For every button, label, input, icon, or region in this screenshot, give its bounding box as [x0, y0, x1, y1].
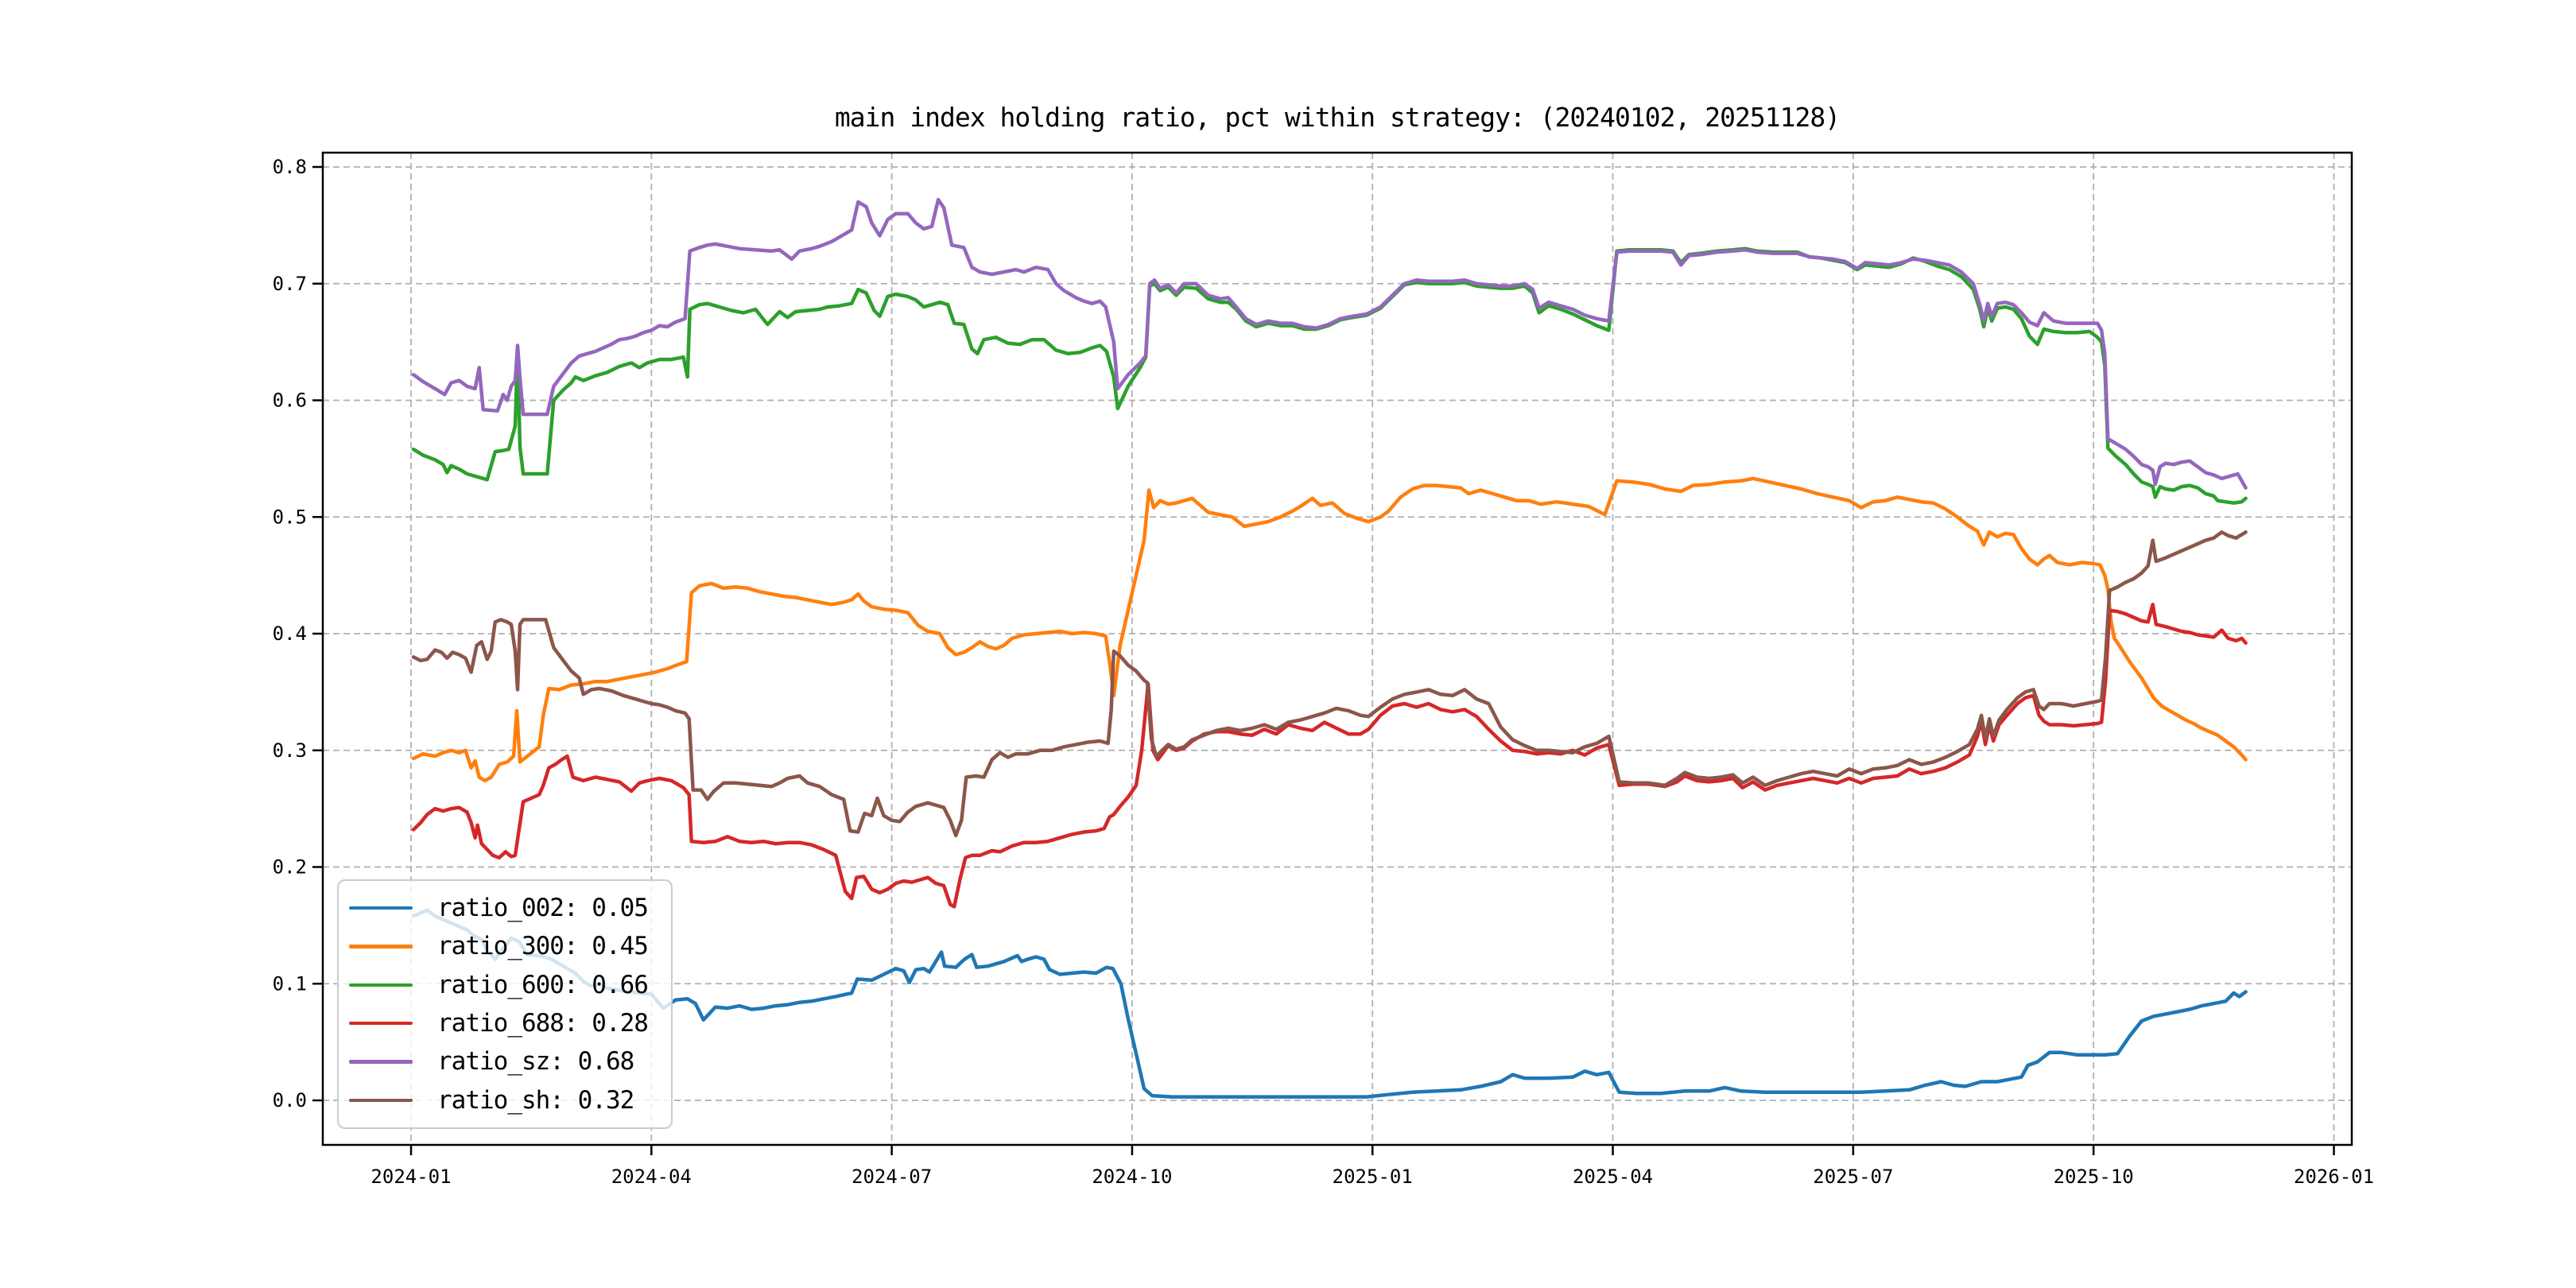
- legend-label: ratio_sh: 0.32: [437, 1085, 634, 1115]
- legend-label: ratio_688: 0.28: [437, 1009, 649, 1038]
- x-tick-label: 2025-10: [2054, 1166, 2134, 1188]
- chart-title: main index holding ratio, pct within str…: [834, 102, 1841, 133]
- legend-label: ratio_002: 0.05: [437, 894, 649, 923]
- legend-swatch-ratio_sh: [349, 1098, 413, 1103]
- x-tick-label: 2024-01: [370, 1166, 451, 1188]
- y-tick-label: 0.3: [273, 739, 307, 762]
- legend-item-ratio_600: ratio_600: 0.66: [349, 968, 671, 1003]
- y-tick-label: 0.1: [273, 972, 307, 995]
- plot-border: [321, 151, 2353, 1146]
- series-line-ratio_688: [411, 603, 2248, 909]
- x-tick-label: 2024-10: [1092, 1166, 1172, 1188]
- y-tick-label: 0.8: [273, 156, 307, 178]
- legend-item-ratio_688: ratio_688: 0.28: [349, 1006, 671, 1041]
- legend-label: ratio_sz: 0.68: [437, 1047, 634, 1077]
- legend: ratio_002: 0.05 ratio_300: 0.45 ratio_60…: [337, 879, 673, 1129]
- legend-item-ratio_sz: ratio_sz: 0.68: [349, 1044, 671, 1079]
- legend-swatch-ratio_300: [349, 945, 413, 949]
- x-tick-label: 2025-01: [1333, 1166, 1413, 1188]
- y-tick-label: 0.0: [273, 1089, 307, 1111]
- legend-swatch-ratio_002: [349, 906, 413, 910]
- series-line-ratio_600: [411, 246, 2248, 505]
- y-tick-label: 0.2: [273, 856, 307, 879]
- legend-item-ratio_300: ratio_300: 0.45: [349, 929, 671, 964]
- x-tick-label: 2025-07: [1813, 1166, 1893, 1188]
- x-tick-label: 2025-04: [1573, 1166, 1653, 1188]
- legend-swatch-ratio_sz: [349, 1060, 413, 1064]
- x-tick-label: 2026-01: [2294, 1166, 2374, 1188]
- legend-swatch-ratio_600: [349, 983, 413, 987]
- y-tick-label: 0.5: [273, 506, 307, 528]
- series-line-ratio_sh: [411, 530, 2248, 838]
- legend-label: ratio_600: 0.66: [437, 970, 649, 999]
- y-tick-label: 0.6: [273, 390, 307, 412]
- legend-item-ratio_sh: ratio_sh: 0.32: [349, 1083, 671, 1118]
- legend-swatch-ratio_688: [349, 1021, 413, 1026]
- y-tick-label: 0.4: [273, 623, 307, 645]
- legend-label: ratio_300: 0.45: [437, 932, 649, 961]
- legend-item-ratio_002: ratio_002: 0.05: [349, 890, 671, 925]
- x-tick-label: 2024-04: [611, 1166, 692, 1188]
- series-line-ratio_sz: [411, 197, 2248, 490]
- y-tick-label: 0.7: [273, 273, 307, 295]
- x-tick-label: 2024-07: [852, 1166, 932, 1188]
- series-line-ratio_300: [411, 476, 2248, 783]
